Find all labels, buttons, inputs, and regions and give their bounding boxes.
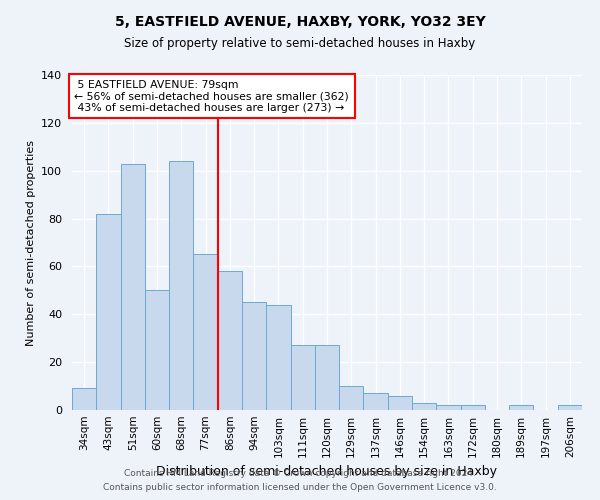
Text: Contains public sector information licensed under the Open Government Licence v3: Contains public sector information licen… <box>103 484 497 492</box>
Bar <box>121 164 145 410</box>
Text: Contains HM Land Registry data © Crown copyright and database right 2024.: Contains HM Land Registry data © Crown c… <box>124 468 476 477</box>
Bar <box>364 393 388 410</box>
Bar <box>388 396 412 410</box>
Bar <box>145 290 169 410</box>
Text: Size of property relative to semi-detached houses in Haxby: Size of property relative to semi-detach… <box>124 38 476 51</box>
Bar <box>339 386 364 410</box>
Bar <box>72 388 96 410</box>
Bar <box>193 254 218 410</box>
Bar <box>461 405 485 410</box>
Bar <box>315 346 339 410</box>
Bar <box>436 405 461 410</box>
Y-axis label: Number of semi-detached properties: Number of semi-detached properties <box>26 140 35 346</box>
X-axis label: Distribution of semi-detached houses by size in Haxby: Distribution of semi-detached houses by … <box>157 466 497 478</box>
Text: 5 EASTFIELD AVENUE: 79sqm
← 56% of semi-detached houses are smaller (362)
 43% o: 5 EASTFIELD AVENUE: 79sqm ← 56% of semi-… <box>74 80 349 113</box>
Bar <box>218 271 242 410</box>
Bar <box>412 403 436 410</box>
Bar <box>558 405 582 410</box>
Bar <box>509 405 533 410</box>
Text: 5, EASTFIELD AVENUE, HAXBY, YORK, YO32 3EY: 5, EASTFIELD AVENUE, HAXBY, YORK, YO32 3… <box>115 15 485 29</box>
Bar <box>242 302 266 410</box>
Bar <box>290 346 315 410</box>
Bar <box>266 304 290 410</box>
Bar <box>96 214 121 410</box>
Bar <box>169 161 193 410</box>
